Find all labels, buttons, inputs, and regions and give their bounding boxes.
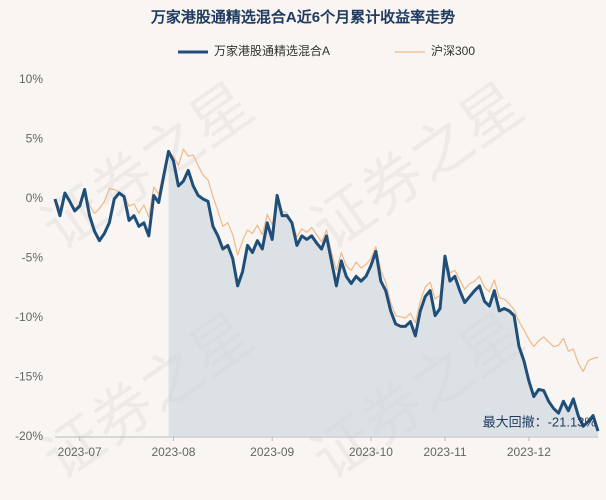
x-tick-label: 2023-12 [507,445,551,459]
x-tick-label: 2023-11 [423,445,466,459]
series-line [54,148,599,373]
y-tick-label: 10% [19,72,43,86]
annotation: 最大回撤：-21.13% [483,414,597,429]
legend-label: 万家港股通精选混合A [214,43,330,58]
series-line [53,149,600,432]
y-tick-label: -20% [15,429,43,443]
y-tick-label: 0% [26,191,44,205]
x-tick-label: 2023-09 [250,445,294,459]
x-tick-label: 2023-07 [58,445,102,459]
y-tick-label: -15% [15,370,43,384]
y-tick-label: 5% [26,132,44,146]
legend-label: 沪深300 [431,44,475,58]
chart-title: 万家港股通精选混合A近6个月累计收益率走势 [150,8,455,26]
drawdown-area [168,151,598,437]
x-tick-label: 2023-08 [151,445,195,459]
y-tick-label: -5% [22,251,44,265]
x-tick-label: 2023-10 [349,445,393,459]
y-tick-label: -10% [15,310,43,324]
